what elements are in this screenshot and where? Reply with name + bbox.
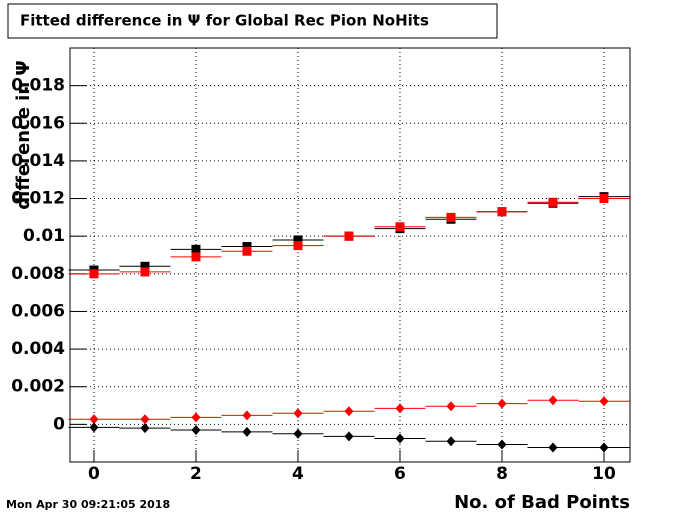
marker <box>446 436 456 447</box>
y-tick-label: 0.002 <box>11 377 65 397</box>
x-tick-label: 6 <box>394 464 406 484</box>
marker <box>548 442 558 453</box>
marker <box>293 235 303 245</box>
marker <box>191 244 201 254</box>
y-tick-label: 0.008 <box>11 264 65 284</box>
marker <box>140 414 150 425</box>
marker <box>446 212 456 222</box>
chart-title: Fitted difference in Ψ for Global Rec Pi… <box>20 12 429 30</box>
marker <box>344 231 354 241</box>
timestamp: Mon Apr 30 09:21:05 2018 <box>6 498 170 511</box>
x-tick-label: 10 <box>592 464 616 484</box>
marker <box>293 241 303 251</box>
marker <box>89 269 99 279</box>
marker <box>548 395 558 406</box>
marker <box>344 406 354 417</box>
y-tick-label: 0 <box>53 414 65 434</box>
marker <box>395 433 405 444</box>
marker <box>242 246 252 256</box>
marker <box>140 261 150 271</box>
y-tick-label: 0.006 <box>11 301 65 321</box>
marker <box>548 197 558 207</box>
y-tick-label: 0.012 <box>11 189 65 209</box>
marker <box>497 439 507 450</box>
marker <box>599 396 609 407</box>
x-tick-label: 8 <box>496 464 508 484</box>
y-tick-label: 0.004 <box>11 339 65 359</box>
x-axis-title: No. of Bad Points <box>454 492 630 513</box>
marker <box>446 401 456 412</box>
marker <box>497 207 507 217</box>
marker <box>599 194 609 204</box>
y-tick-label: 0.018 <box>11 76 65 96</box>
marker <box>140 267 150 277</box>
marker <box>497 398 507 409</box>
marker <box>242 242 252 252</box>
y-tick-label: 0.01 <box>23 226 65 246</box>
marker <box>89 422 99 433</box>
marker <box>395 222 405 232</box>
marker <box>293 428 303 439</box>
x-tick-label: 4 <box>292 464 304 484</box>
y-axis-title: difference in Ψ <box>13 60 34 209</box>
x-tick-label: 2 <box>190 464 202 484</box>
marker <box>242 410 252 421</box>
marker <box>191 412 201 423</box>
y-tick-label: 0.014 <box>11 151 65 171</box>
title-box <box>7 3 498 39</box>
marker <box>191 252 201 262</box>
marker <box>395 403 405 414</box>
plot-frame <box>69 47 631 463</box>
marker <box>293 408 303 419</box>
marker <box>599 442 609 453</box>
marker <box>242 426 252 437</box>
x-tick-label: 0 <box>88 464 100 484</box>
marker <box>140 423 150 434</box>
marker <box>344 431 354 442</box>
marker <box>191 425 201 436</box>
y-tick-label: 0.016 <box>11 113 65 133</box>
marker <box>89 414 99 425</box>
